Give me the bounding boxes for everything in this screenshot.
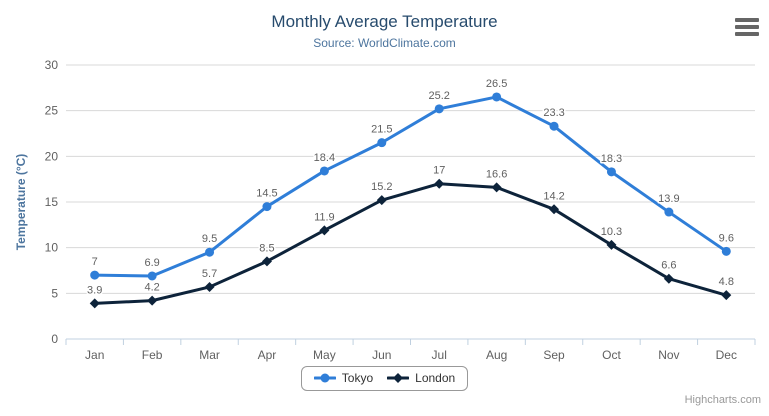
london-data-point-marker[interactable] bbox=[606, 239, 617, 250]
tokyo-data-label: 18.4 bbox=[314, 152, 335, 164]
london-data-label: 11.9 bbox=[314, 211, 335, 223]
hamburger-menu-icon bbox=[735, 25, 759, 29]
tokyo-data-point-marker[interactable] bbox=[319, 166, 329, 176]
tokyo-data-point-marker[interactable] bbox=[606, 167, 616, 177]
london-data-label: 3.9 bbox=[87, 284, 102, 296]
london-data-point-marker[interactable] bbox=[204, 281, 215, 292]
credits-link[interactable]: Highcharts.com bbox=[684, 394, 761, 406]
tokyo-data-label: 9.5 bbox=[202, 233, 217, 245]
x-axis-tick-label: Sep bbox=[543, 348, 565, 362]
x-axis-tick-label: Jun bbox=[372, 348, 391, 362]
chart-subtitle: Source: WorldClimate.com bbox=[313, 36, 456, 50]
tokyo-data-label: 9.6 bbox=[719, 232, 734, 244]
london-data-label: 4.2 bbox=[144, 282, 159, 294]
y-axis-tick-label: 15 bbox=[45, 195, 59, 209]
london-data-point-marker[interactable] bbox=[434, 178, 445, 189]
y-axis-tick-label: 5 bbox=[51, 286, 58, 300]
tokyo-data-label: 26.5 bbox=[486, 78, 507, 90]
y-axis-tick-label: 30 bbox=[45, 58, 59, 72]
london-series-line[interactable] bbox=[93, 182, 728, 305]
tokyo-data-point-marker[interactable] bbox=[377, 138, 387, 148]
london-data-label: 17 bbox=[433, 165, 445, 177]
x-axis-tick-label: Nov bbox=[658, 348, 679, 362]
legend-label-london: London bbox=[415, 371, 456, 385]
x-axis-tick-label: Oct bbox=[602, 348, 621, 362]
tokyo-data-label: 7 bbox=[92, 256, 98, 268]
x-axis-tick-label: Mar bbox=[199, 348, 220, 362]
london-data-label: 10.3 bbox=[601, 226, 622, 238]
tokyo-data-label: 18.3 bbox=[601, 153, 622, 165]
london-data-point-marker[interactable] bbox=[376, 195, 387, 206]
london-data-point-marker[interactable] bbox=[721, 290, 732, 301]
chart-title: Monthly Average Temperature bbox=[271, 12, 498, 31]
tokyo-data-point-marker[interactable] bbox=[205, 247, 215, 257]
legend-label-tokyo: Tokyo bbox=[341, 371, 374, 385]
tokyo-data-label: 25.2 bbox=[428, 90, 449, 102]
x-axis-tick-label: May bbox=[313, 348, 336, 362]
london-line-diamond-marker-icon bbox=[387, 373, 410, 383]
london-data-point-marker[interactable] bbox=[491, 182, 502, 193]
london-data-point-marker[interactable] bbox=[89, 298, 100, 309]
tokyo-data-label: 23.3 bbox=[543, 107, 564, 119]
tokyo-line-circle-marker-icon bbox=[313, 373, 336, 383]
tokyo-data-label: 6.9 bbox=[144, 257, 159, 269]
tokyo-data-point-marker[interactable] bbox=[549, 121, 559, 131]
london-data-point-marker[interactable] bbox=[549, 204, 560, 215]
london-data-label: 4.8 bbox=[719, 276, 734, 288]
tokyo-data-point-marker[interactable] bbox=[721, 246, 731, 256]
london-data-label: 14.2 bbox=[543, 190, 564, 202]
london-data-label: 16.6 bbox=[486, 168, 507, 180]
x-axis-tick-label: Dec bbox=[716, 348, 737, 362]
tokyo-data-point-marker[interactable] bbox=[262, 202, 272, 212]
tokyo-data-point-marker[interactable] bbox=[492, 92, 502, 102]
tokyo-data-label: 14.5 bbox=[256, 188, 277, 200]
x-axis-tick-label: Jul bbox=[432, 348, 447, 362]
legend: Tokyo London bbox=[0, 366, 769, 391]
legend-marker-shape bbox=[393, 373, 404, 383]
hamburger-menu-icon bbox=[735, 32, 759, 36]
x-axis-tick-label: Jan bbox=[85, 348, 104, 362]
tokyo-series-line[interactable] bbox=[93, 95, 728, 278]
x-axis-tick-label: Aug bbox=[486, 348, 507, 362]
london-data-label: 5.7 bbox=[202, 268, 217, 280]
x-axis-tick-label: Apr bbox=[258, 348, 277, 362]
tokyo-data-point-marker[interactable] bbox=[434, 104, 444, 114]
legend-box: Tokyo London bbox=[300, 366, 469, 391]
tokyo-data-point-marker[interactable] bbox=[147, 271, 157, 281]
tokyo-data-label: 13.9 bbox=[658, 193, 679, 205]
tokyo-data-label: 21.5 bbox=[371, 124, 392, 136]
tokyo-data-point-marker[interactable] bbox=[664, 207, 674, 217]
london-data-point-marker[interactable] bbox=[319, 225, 330, 236]
london-data-label: 8.5 bbox=[259, 242, 274, 254]
hamburger-menu-icon bbox=[735, 18, 759, 22]
tokyo-data-point-marker[interactable] bbox=[90, 270, 100, 280]
x-axis-tick-label: Feb bbox=[142, 348, 163, 362]
y-axis-title: Temperature (°C) bbox=[14, 154, 28, 251]
y-axis-tick-label: 0 bbox=[51, 332, 58, 346]
london-data-label: 15.2 bbox=[371, 181, 392, 193]
y-axis-tick-label: 20 bbox=[45, 149, 59, 163]
london-data-point-marker[interactable] bbox=[663, 273, 674, 284]
legend-marker-shape bbox=[320, 373, 330, 383]
legend-item-tokyo[interactable]: Tokyo bbox=[313, 371, 374, 385]
legend-item-london[interactable]: London bbox=[387, 371, 455, 385]
export-menu-button[interactable] bbox=[734, 16, 760, 38]
london-data-point-marker[interactable] bbox=[147, 295, 158, 306]
london-data-point-marker[interactable] bbox=[261, 256, 272, 267]
y-axis-tick-label: 25 bbox=[45, 104, 59, 118]
london-data-label: 6.6 bbox=[661, 260, 676, 272]
y-axis-tick-label: 10 bbox=[45, 241, 59, 255]
